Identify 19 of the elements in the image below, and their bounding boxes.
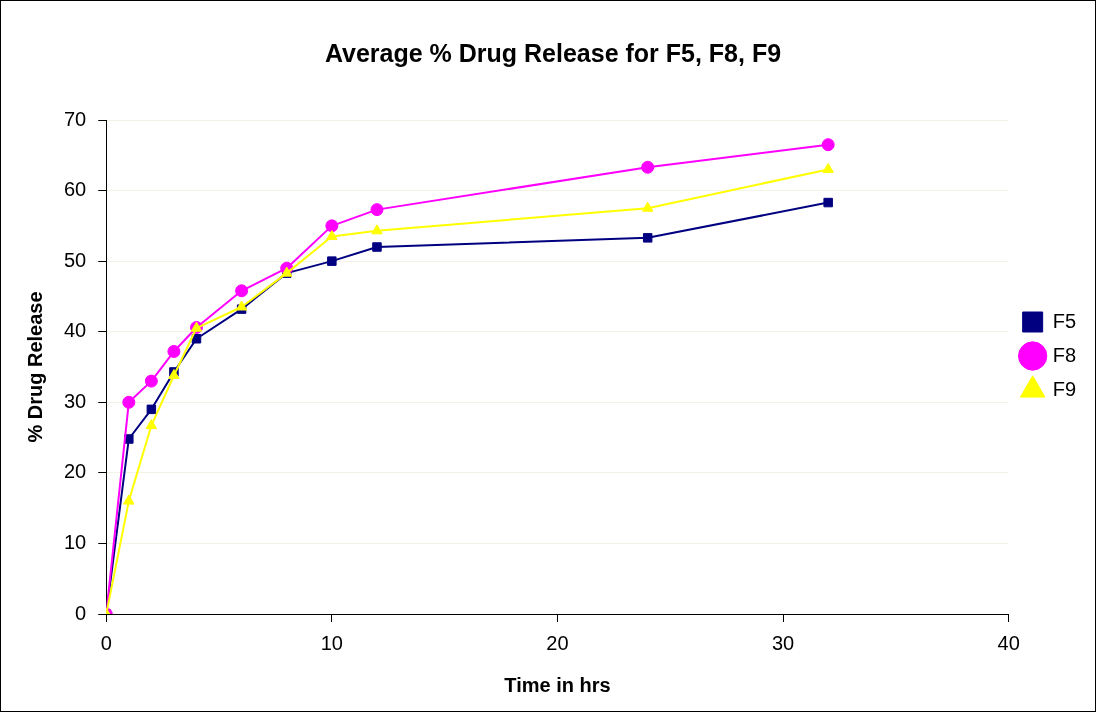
x-tick-label: 40 (997, 631, 1020, 654)
chart-title: Average % Drug Release for F5, F8, F9 (324, 38, 782, 67)
y-axis-title: % Drug Release (23, 291, 46, 443)
legend-label: F5 (1052, 309, 1076, 332)
y-tick-label: 20 (64, 460, 87, 483)
y-tick-label: 50 (64, 248, 87, 271)
legend-label: F8 (1052, 343, 1076, 366)
y-tick-label: 40 (64, 319, 87, 342)
x-tick-label: 30 (771, 631, 795, 654)
x-axis-title: Time in hrs (504, 673, 611, 696)
y-tick-label: 10 (64, 530, 87, 553)
y-tick-label: 30 (64, 389, 87, 412)
legend-label: F9 (1052, 377, 1076, 400)
y-tick-label: 60 (64, 178, 87, 201)
y-tick-label: 70 (64, 107, 87, 130)
x-tick-label: 0 (100, 631, 112, 654)
x-tick-label: 20 (546, 631, 569, 654)
x-tick-label: 10 (320, 631, 343, 654)
y-tick-label: 0 (75, 601, 87, 624)
